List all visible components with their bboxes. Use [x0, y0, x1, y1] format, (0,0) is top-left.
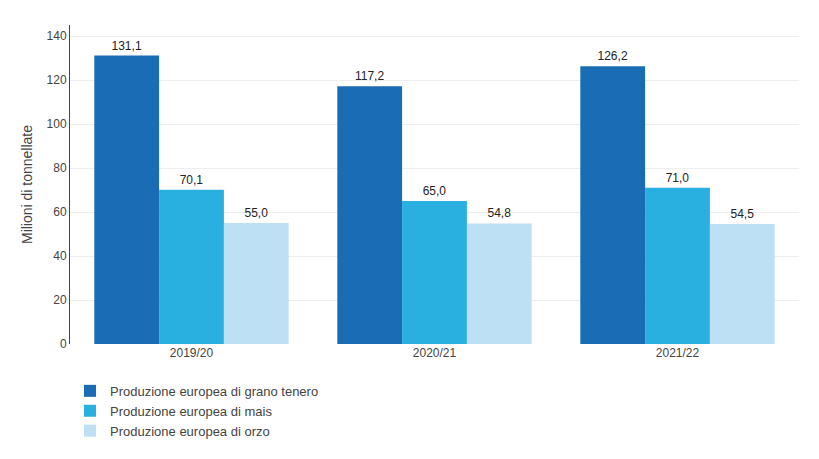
svg-text:0: 0 [60, 337, 67, 351]
svg-text:126,2: 126,2 [598, 49, 628, 63]
svg-text:55,0: 55,0 [244, 206, 268, 220]
svg-text:54,8: 54,8 [487, 206, 511, 220]
svg-text:Milioni di tonnellate: Milioni di tonnellate [19, 125, 35, 244]
svg-text:54,5: 54,5 [730, 207, 754, 221]
svg-text:Produzione europea di orzo: Produzione europea di orzo [110, 424, 270, 439]
svg-text:Produzione europea di grano te: Produzione europea di grano tenero [110, 384, 318, 399]
svg-text:120: 120 [47, 73, 67, 87]
svg-text:2021/22: 2021/22 [656, 346, 700, 360]
svg-text:80: 80 [53, 161, 67, 175]
svg-text:Produzione europea di mais: Produzione europea di mais [110, 404, 272, 419]
svg-text:117,2: 117,2 [355, 69, 384, 83]
svg-text:70,1: 70,1 [180, 173, 204, 187]
svg-text:60: 60 [53, 205, 67, 219]
svg-text:140: 140 [47, 29, 67, 43]
svg-text:20: 20 [53, 293, 67, 307]
svg-text:71,0: 71,0 [666, 171, 690, 185]
svg-text:65,0: 65,0 [423, 184, 447, 198]
svg-text:2019/20: 2019/20 [170, 346, 214, 360]
svg-text:100: 100 [47, 117, 67, 131]
svg-text:2020/21: 2020/21 [413, 346, 457, 360]
svg-text:40: 40 [53, 249, 67, 263]
svg-text:131,1: 131,1 [112, 39, 142, 53]
